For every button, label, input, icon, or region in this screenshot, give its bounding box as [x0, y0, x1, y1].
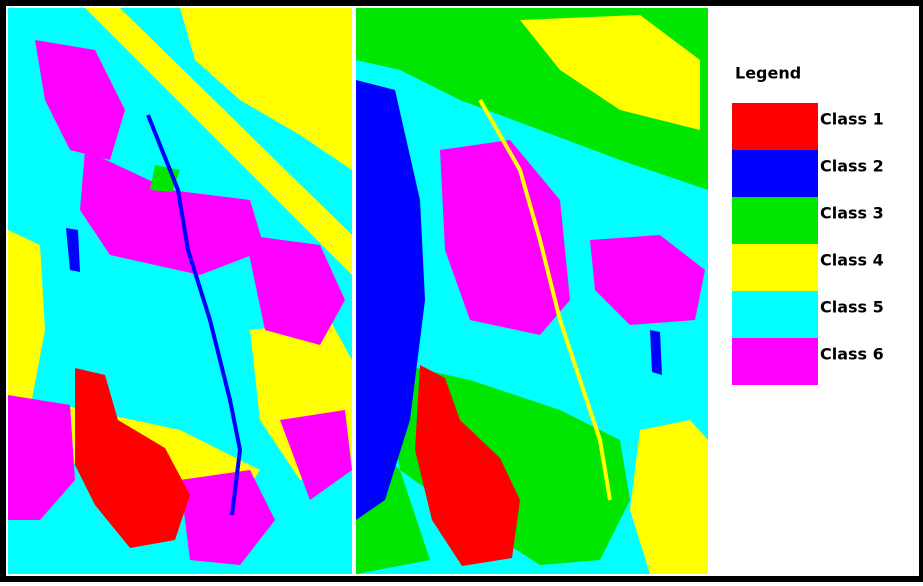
- page: {"legend": {"title": "Legend", "items": …: [0, 0, 923, 582]
- legend-swatch: [732, 150, 818, 197]
- legend-label: Class 3: [820, 204, 884, 223]
- left-map: [8, 8, 352, 574]
- legend-swatch: [732, 244, 818, 291]
- legend-label: Class 5: [820, 298, 884, 317]
- legend-label: Class 1: [820, 110, 884, 129]
- legend-label: Class 4: [820, 251, 884, 270]
- legend-swatch: [732, 103, 818, 150]
- legend-label: Class 2: [820, 157, 884, 176]
- right-map: [356, 8, 708, 574]
- classification-figure: Legend Class 1 Class 2 Class 3 Class 4 Class…: [0, 0, 923, 582]
- legend-title: Legend: [735, 64, 801, 83]
- legend-swatch: [732, 197, 818, 244]
- legend-swatch: [732, 291, 818, 338]
- legend-label: Class 6: [820, 345, 884, 364]
- legend-swatch: [732, 338, 818, 385]
- divider: [352, 8, 356, 574]
